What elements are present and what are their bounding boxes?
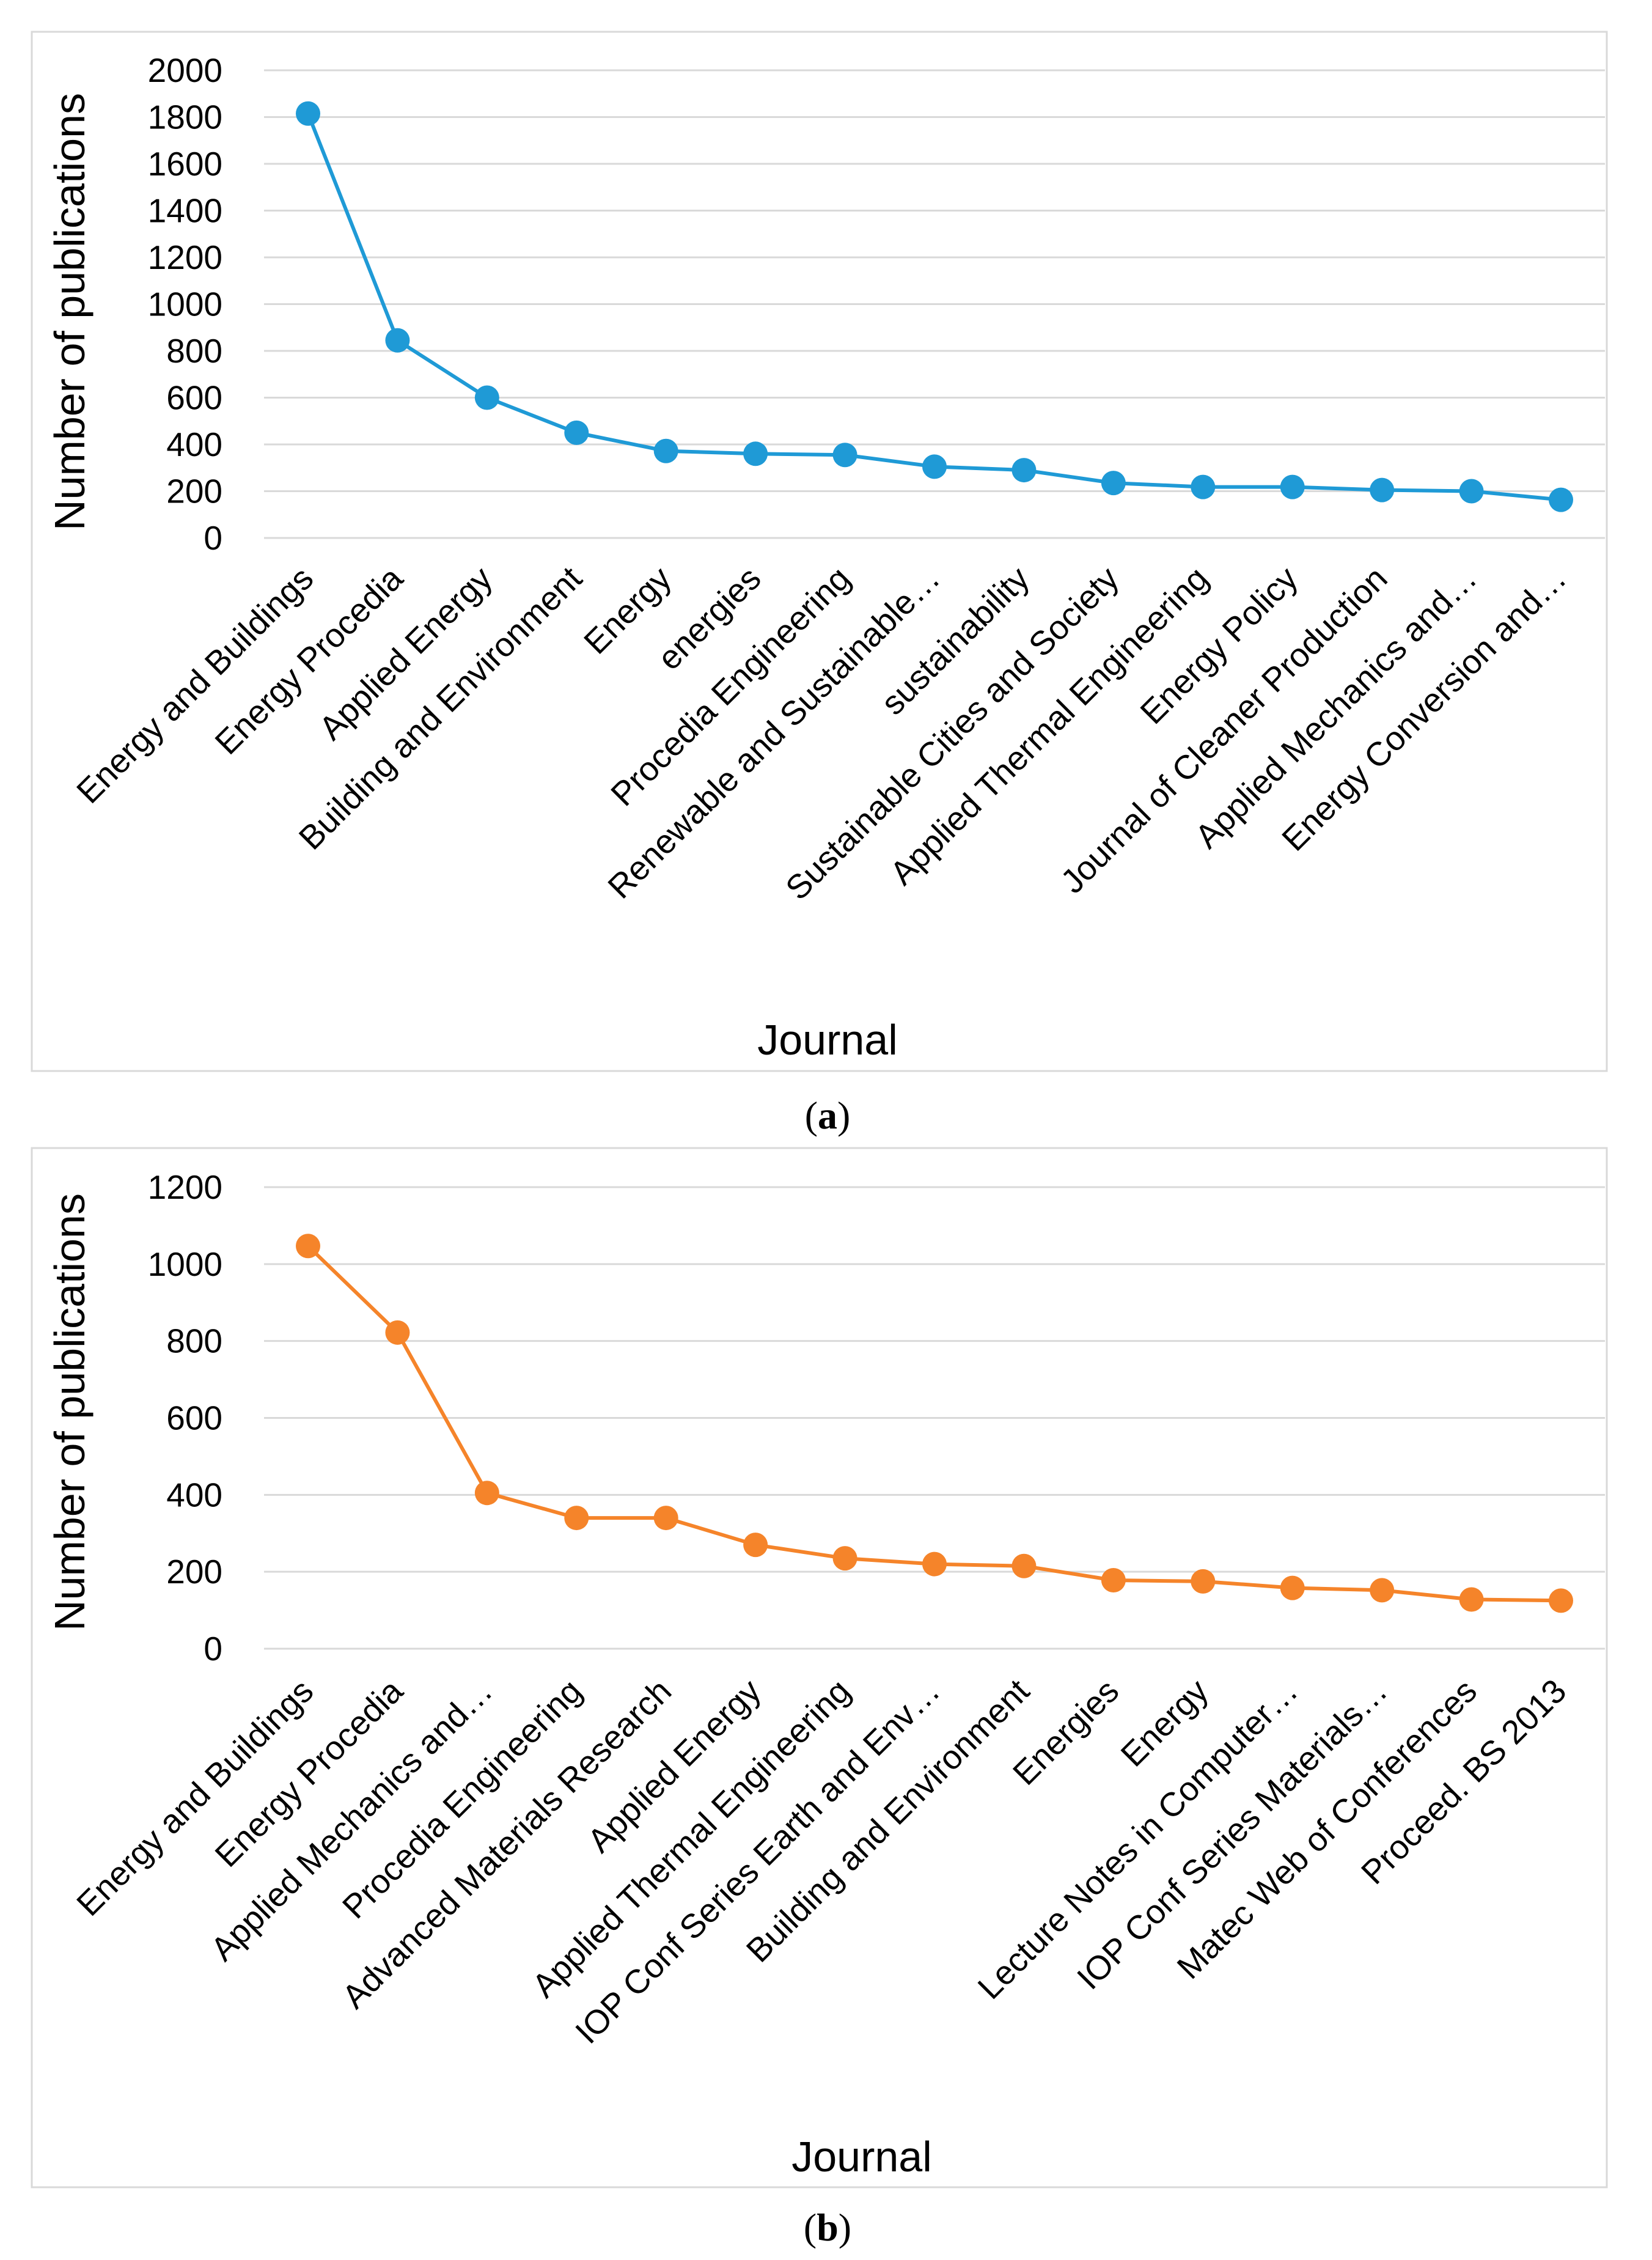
y-tick-label: 800 — [166, 1322, 222, 1360]
data-point — [385, 328, 410, 353]
data-point — [385, 1320, 410, 1345]
y-tick-label: 1800 — [148, 98, 222, 136]
y-tick-label: 1600 — [148, 145, 222, 183]
y-tick-label: 0 — [204, 519, 222, 557]
data-point — [1011, 1553, 1037, 1578]
data-point — [474, 385, 499, 410]
chart-a-ylabel: Number of publications — [46, 93, 94, 531]
data-point — [832, 443, 857, 468]
chart-b-frame — [31, 1147, 1608, 2188]
y-tick-label: 200 — [166, 473, 222, 510]
data-point — [1280, 474, 1305, 499]
data-point — [653, 1506, 678, 1531]
data-point — [1459, 1587, 1484, 1612]
chart-a-frame — [31, 31, 1608, 1072]
data-point — [1191, 1569, 1216, 1594]
data-point — [1459, 479, 1484, 504]
y-tick-label: 1400 — [148, 192, 222, 230]
chart-b-xlabel: Journal — [791, 2133, 932, 2181]
data-point — [1191, 474, 1216, 499]
chart-a-xlabel: Journal — [757, 1016, 898, 1064]
chart-a-caption-letter: a — [818, 1094, 837, 1137]
y-tick-label: 200 — [166, 1553, 222, 1591]
y-tick-label: 400 — [166, 425, 222, 463]
data-point — [743, 1533, 768, 1558]
data-point — [922, 1551, 947, 1577]
chart-b-yticks: 0 200 400 600 800 1000 1200 — [148, 1168, 222, 1668]
data-point — [564, 420, 589, 445]
chart-a-yticks: 0 200 400 600 800 1000 1200 1400 1600 1800 2000 — [148, 51, 222, 557]
y-tick-label: 1000 — [148, 1245, 222, 1283]
y-tick-label: 0 — [204, 1630, 222, 1668]
data-point — [1011, 458, 1037, 483]
data-point — [296, 1234, 320, 1259]
data-point — [1549, 487, 1573, 512]
data-point — [922, 454, 947, 479]
y-tick-label: 2000 — [148, 51, 222, 89]
data-point — [1101, 1568, 1126, 1593]
chart-b-ylabel: Number of publications — [46, 1193, 94, 1631]
chart-b-points — [296, 1234, 1573, 1613]
y-tick-label: 800 — [166, 332, 222, 370]
data-point — [564, 1506, 589, 1531]
data-point — [653, 438, 678, 463]
chart-a-grid — [264, 69, 1605, 539]
data-point — [1280, 1575, 1305, 1600]
data-point — [1549, 1588, 1573, 1613]
chart-a-caption: (a) — [805, 1094, 851, 1137]
data-point — [832, 1546, 857, 1571]
chart-b-caption: (b) — [804, 2206, 851, 2249]
chart-b-caption-letter: b — [817, 2206, 839, 2249]
y-tick-label: 1000 — [148, 285, 222, 323]
data-point — [743, 441, 768, 466]
y-tick-label: 600 — [166, 379, 222, 417]
data-point — [296, 101, 320, 126]
y-tick-label: 1200 — [148, 238, 222, 276]
data-point — [1101, 471, 1126, 496]
y-tick-label: 1200 — [148, 1168, 222, 1206]
data-point — [1370, 477, 1395, 502]
data-point — [1370, 1578, 1395, 1603]
data-point — [474, 1481, 499, 1506]
y-tick-label: 600 — [166, 1399, 222, 1437]
y-tick-label: 400 — [166, 1476, 222, 1514]
chart-a-points — [296, 101, 1573, 512]
